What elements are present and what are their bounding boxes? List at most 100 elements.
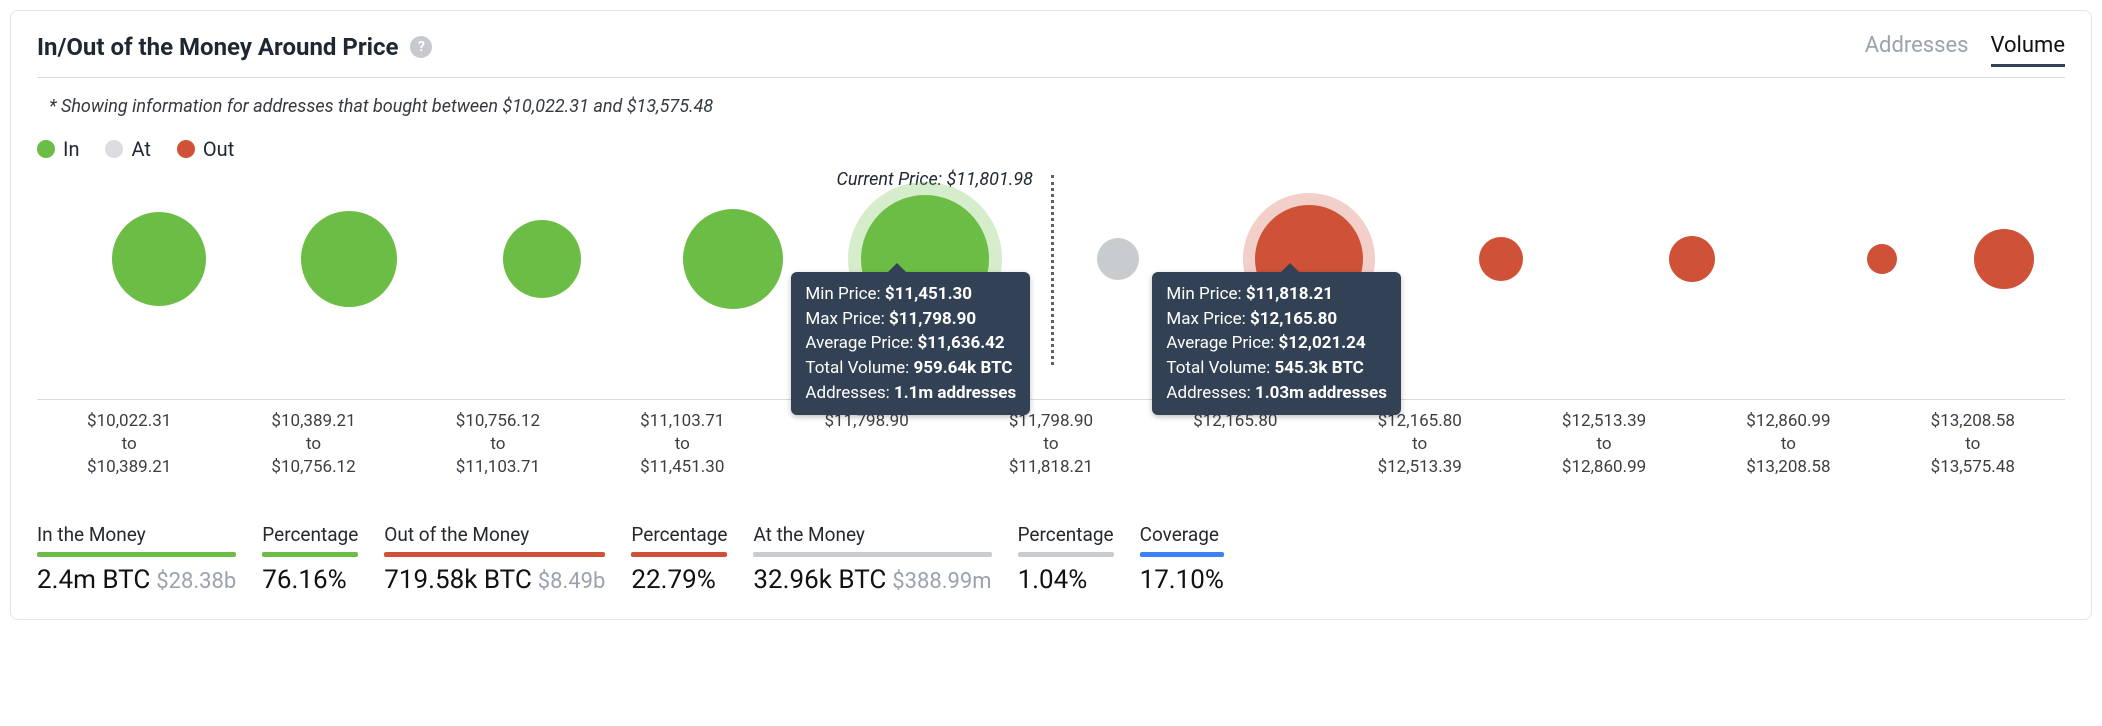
range-to-word: to	[1512, 433, 1696, 456]
stat-underline	[37, 552, 236, 557]
range-label: $12,165.80	[1143, 410, 1327, 479]
chart-bubble[interactable]	[1097, 238, 1139, 280]
legend-in: In	[37, 137, 79, 161]
stat-block: Percentage 22.79%	[631, 523, 727, 595]
range-to: $11,451.30	[590, 456, 774, 479]
range-to: $12,860.99	[1512, 456, 1696, 479]
header-divider	[37, 77, 2065, 78]
range-to: $13,208.58	[1696, 456, 1880, 479]
stat-block: Percentage 76.16%	[262, 523, 358, 595]
stat-title: In the Money	[37, 523, 236, 552]
stat-block: Coverage 17.10%	[1140, 523, 1224, 595]
tabs: Addresses Volume	[1865, 33, 2065, 67]
range-to: $13,575.48	[1881, 456, 2065, 479]
range-to-word: to	[406, 433, 590, 456]
stat-block: In the Money 2.4m BTC$28.38b	[37, 523, 236, 595]
chart-bubble[interactable]	[1867, 244, 1897, 274]
axis-divider	[37, 399, 2065, 400]
range-label: $12,860.99to$13,208.58	[1696, 410, 1880, 479]
stat-title: Coverage	[1140, 523, 1224, 552]
range-to-word: to	[37, 433, 221, 456]
legend: In At Out	[37, 137, 2065, 161]
stat-subvalue: $28.38b	[156, 569, 236, 594]
stat-subvalue: $8.49b	[538, 569, 606, 594]
chart-bubble[interactable]	[683, 209, 783, 309]
card-header: In/Out of the Money Around Price ? Addre…	[37, 33, 2065, 67]
tab-addresses[interactable]: Addresses	[1865, 33, 1969, 64]
legend-at-label: At	[131, 137, 150, 161]
range-label: $10,389.21to$10,756.12	[221, 410, 405, 479]
range-to-word: to	[959, 433, 1143, 456]
legend-out-dot	[177, 140, 195, 158]
range-to-word: to	[1881, 433, 2065, 456]
range-label: $11,103.71to$11,451.30	[590, 410, 774, 479]
range-to-word: to	[1696, 433, 1880, 456]
range-label: $11,798.90to$11,818.21	[959, 410, 1143, 479]
card-title: In/Out of the Money Around Price	[37, 33, 398, 61]
stat-underline	[753, 552, 991, 557]
chart-bubble[interactable]	[1479, 237, 1523, 281]
range-from: $10,389.21	[221, 410, 405, 433]
range-to-word: to	[590, 433, 774, 456]
range-note: * Showing information for addresses that…	[49, 96, 2065, 117]
stat-value: 22.79%	[631, 565, 727, 595]
legend-at: At	[105, 137, 150, 161]
range-label: $10,756.12to$11,103.71	[406, 410, 590, 479]
stat-value: 32.96k BTC$388.99m	[753, 565, 991, 595]
legend-out: Out	[177, 137, 234, 161]
help-icon[interactable]: ?	[410, 36, 432, 58]
bubble-chart: Current Price: $11,801.98 Min Price: $11…	[37, 169, 2065, 399]
legend-in-label: In	[63, 137, 79, 161]
stat-underline	[384, 552, 605, 557]
summary-stats: In the Money 2.4m BTC$28.38b Percentage 76.…	[37, 523, 2065, 595]
chart-bubble[interactable]	[861, 195, 989, 323]
stat-title: Percentage	[262, 523, 358, 552]
chart-bubble[interactable]	[1255, 205, 1363, 313]
range-from: $13,208.58	[1881, 410, 2065, 433]
iomap-card: In/Out of the Money Around Price ? Addre…	[10, 10, 2092, 620]
range-to: $10,389.21	[37, 456, 221, 479]
range-to: $11,818.21	[959, 456, 1143, 479]
range-from: $10,022.31	[37, 410, 221, 433]
stat-title: At the Money	[753, 523, 991, 552]
stat-underline	[262, 552, 358, 557]
legend-out-label: Out	[203, 137, 234, 161]
range-from: $12,513.39	[1512, 410, 1696, 433]
tab-volume[interactable]: Volume	[1991, 33, 2066, 67]
range-labels: $10,022.31to$10,389.21$10,389.21to$10,75…	[37, 410, 2065, 479]
range-to: $10,756.12	[221, 456, 405, 479]
range-label: $10,022.31to$10,389.21	[37, 410, 221, 479]
chart-bubble[interactable]	[301, 211, 397, 307]
stat-value: 2.4m BTC$28.38b	[37, 565, 236, 595]
range-label: $11,798.90	[774, 410, 958, 479]
range-label: $13,208.58to$13,575.48	[1881, 410, 2065, 479]
range-from: $11,798.90	[959, 410, 1143, 433]
chart-bubble[interactable]	[1974, 229, 2034, 289]
legend-in-dot	[37, 140, 55, 158]
chart-bubble[interactable]	[503, 220, 581, 298]
range-from: $10,756.12	[406, 410, 590, 433]
stat-value: 76.16%	[262, 565, 358, 595]
bubble-row	[37, 169, 2065, 399]
stat-title: Percentage	[1018, 523, 1114, 552]
range-to: $11,103.71	[406, 456, 590, 479]
legend-at-dot	[105, 140, 123, 158]
range-to-word: to	[221, 433, 405, 456]
range-from: $12,860.99	[1696, 410, 1880, 433]
stat-underline	[1018, 552, 1114, 557]
range-label: $12,513.39to$12,860.99	[1512, 410, 1696, 479]
stat-block: At the Money 32.96k BTC$388.99m	[753, 523, 991, 595]
chart-bubble[interactable]	[1669, 236, 1715, 282]
stat-subvalue: $388.99m	[892, 569, 991, 594]
stat-block: Out of the Money719.58k BTC$8.49b	[384, 523, 605, 595]
range-to-word: to	[1328, 433, 1512, 456]
range-label: $12,165.80to$12,513.39	[1328, 410, 1512, 479]
range-from: $12,165.80	[1328, 410, 1512, 433]
stat-underline	[631, 552, 727, 557]
stat-value: 17.10%	[1140, 565, 1224, 595]
chart-bubble[interactable]	[112, 212, 206, 306]
stat-value: 1.04%	[1018, 565, 1114, 595]
range-from: $11,103.71	[590, 410, 774, 433]
stat-title: Percentage	[631, 523, 727, 552]
range-to: $12,513.39	[1328, 456, 1512, 479]
